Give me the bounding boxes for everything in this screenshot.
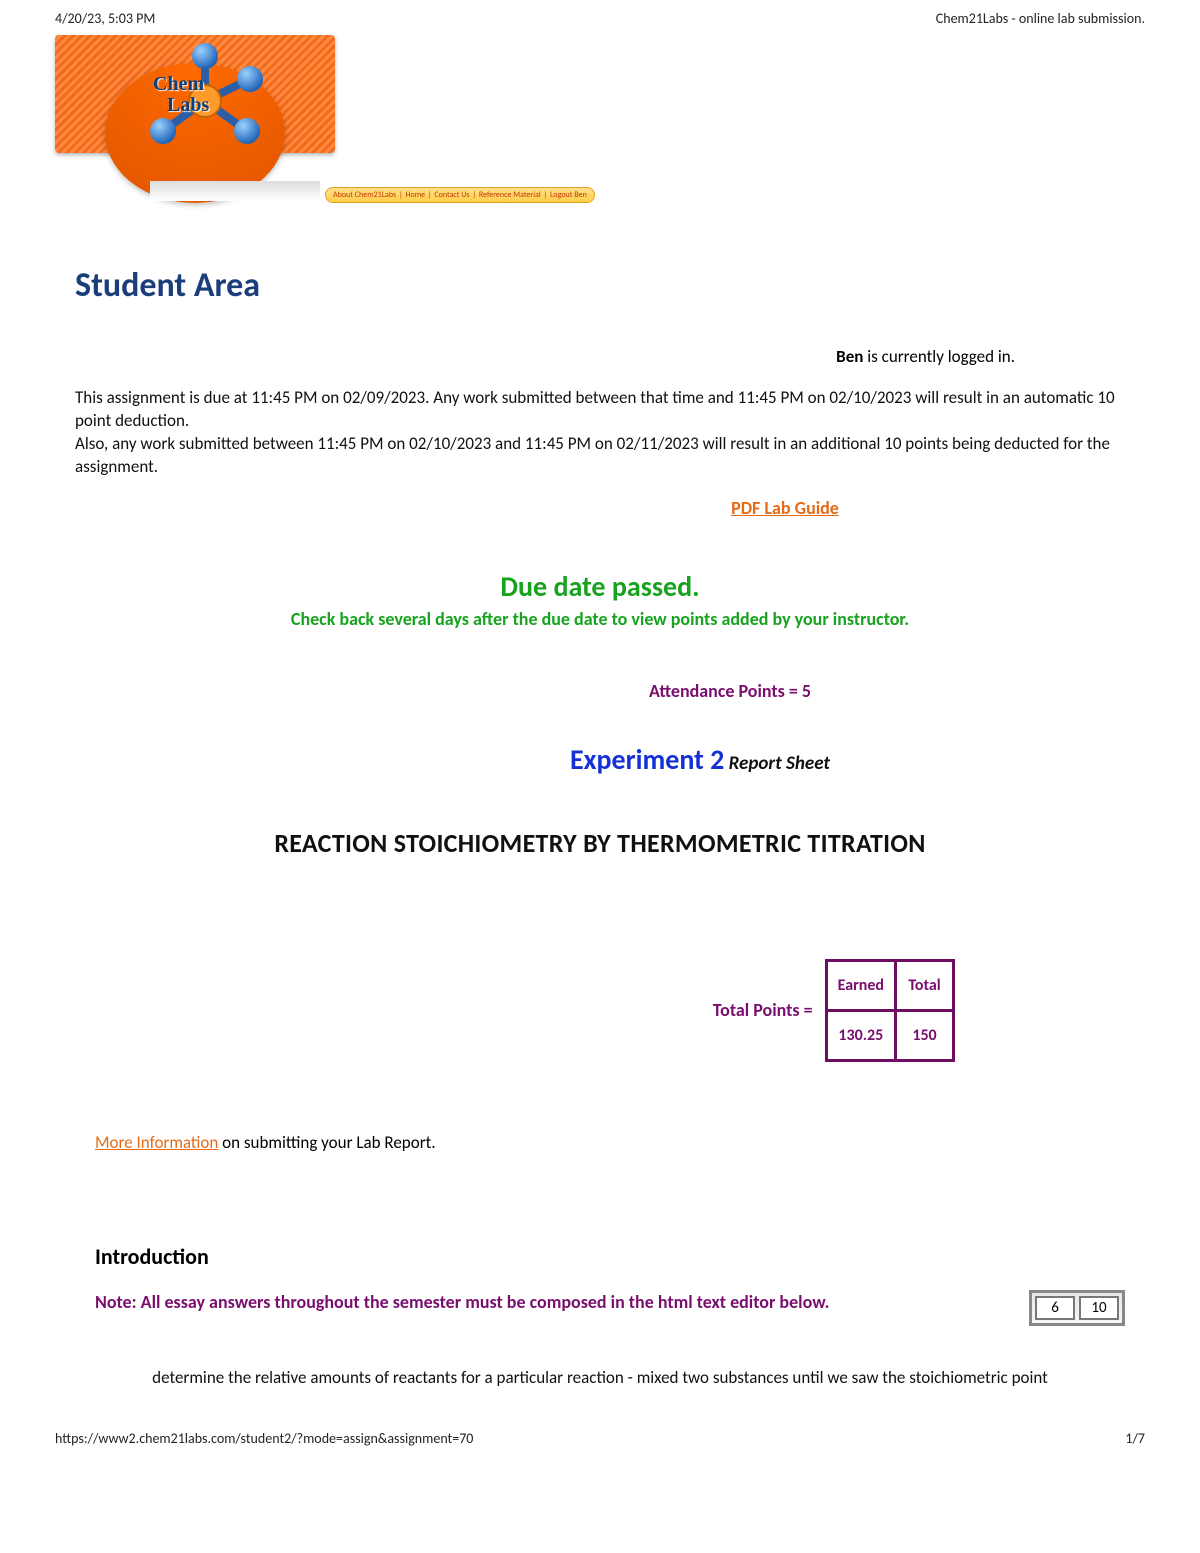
logo-banner: Chem Labs bbox=[55, 35, 335, 153]
total-points-label: Total Points = bbox=[713, 999, 813, 1021]
logo-line2: Labs bbox=[167, 94, 209, 117]
print-header: 4/20/23, 5:03 PM Chem21Labs - online lab… bbox=[55, 10, 1145, 27]
note-row: Note: All essay answers throughout the s… bbox=[95, 1290, 1125, 1326]
table-row: 130.25 150 bbox=[826, 1010, 953, 1060]
pdf-lab-guide-link[interactable]: PDF Lab Guide bbox=[731, 497, 839, 519]
experiment-heading: Experiment 2 Report Sheet bbox=[275, 742, 1125, 777]
content: Student Area Ben is currently logged in.… bbox=[55, 215, 1145, 1390]
site-header: Chem Labs About Chem21Labs | Home | Cont… bbox=[55, 35, 1145, 215]
print-timestamp: 4/20/23, 5:03 PM bbox=[55, 10, 155, 27]
login-name: Ben bbox=[836, 346, 863, 367]
nav-logout[interactable]: Logout Ben bbox=[550, 190, 587, 200]
due-passed-notice: Due date passed. Check back several days… bbox=[75, 569, 1125, 630]
nav-bar: About Chem21Labs | Home | Contact Us | R… bbox=[325, 187, 595, 203]
experiment-number: Experiment 2 bbox=[570, 742, 724, 777]
more-info-row: More Information on submitting your Lab … bbox=[95, 1132, 1125, 1153]
login-status: Ben is currently logged in. bbox=[75, 346, 1125, 367]
due-info: This assignment is due at 11:45 PM on 02… bbox=[75, 387, 1125, 479]
print-footer: https://www2.chem21labs.com/student2/?mo… bbox=[55, 1430, 1145, 1447]
introduction-heading: Introduction bbox=[95, 1243, 1125, 1270]
points-earned-header: Earned bbox=[826, 960, 895, 1010]
footer-url: https://www2.chem21labs.com/student2/?mo… bbox=[55, 1430, 473, 1447]
due-passed-sub: Check back several days after the due da… bbox=[291, 608, 909, 630]
points-total-value: 150 bbox=[896, 1010, 954, 1060]
nav-shadow bbox=[150, 181, 320, 201]
total-points-row: Total Points = Earned Total 130.25 150 bbox=[75, 959, 955, 1062]
intro-score-total: 10 bbox=[1079, 1296, 1119, 1320]
due-passed-heading: Due date passed. bbox=[75, 569, 1125, 604]
more-information-link[interactable]: More Information bbox=[95, 1132, 218, 1153]
note-body: All essay answers throughout the semeste… bbox=[141, 1291, 830, 1313]
nav-reference[interactable]: Reference Material bbox=[479, 190, 541, 200]
points-earned-value: 130.25 bbox=[826, 1010, 895, 1060]
intro-score-earned: 6 bbox=[1035, 1296, 1075, 1320]
pdf-lab-guide-row: PDF Lab Guide bbox=[445, 497, 1125, 519]
login-suffix: is currently logged in. bbox=[863, 346, 1015, 367]
points-total-header: Total bbox=[896, 960, 954, 1010]
nav-about[interactable]: About Chem21Labs bbox=[333, 190, 396, 200]
nav-home[interactable]: Home bbox=[406, 190, 426, 200]
lab-title: REACTION STOICHIOMETRY BY THERMOMETRIC T… bbox=[75, 827, 1125, 859]
attendance-points: Attendance Points = 5 bbox=[335, 680, 1125, 702]
page-title: Student Area bbox=[75, 265, 1125, 306]
logo-text: Chem Labs bbox=[153, 73, 209, 117]
note-text: Note: All essay answers throughout the s… bbox=[95, 1290, 1009, 1314]
note-prefix: Note: bbox=[95, 1291, 141, 1313]
more-info-rest: on submitting your Lab Report. bbox=[218, 1132, 435, 1153]
logo-line1: Chem bbox=[153, 73, 209, 96]
print-title: Chem21Labs - online lab submission. bbox=[936, 10, 1145, 27]
nav-contact[interactable]: Contact Us bbox=[434, 190, 469, 200]
intro-score-box: 6 10 bbox=[1029, 1290, 1125, 1326]
essay-answer: determine the relative amounts of reacta… bbox=[75, 1366, 1125, 1390]
total-points-table: Earned Total 130.25 150 bbox=[825, 959, 955, 1062]
table-row: Earned Total bbox=[826, 960, 953, 1010]
report-sheet-label: Report Sheet bbox=[724, 752, 830, 775]
footer-page: 1/7 bbox=[1125, 1430, 1145, 1447]
